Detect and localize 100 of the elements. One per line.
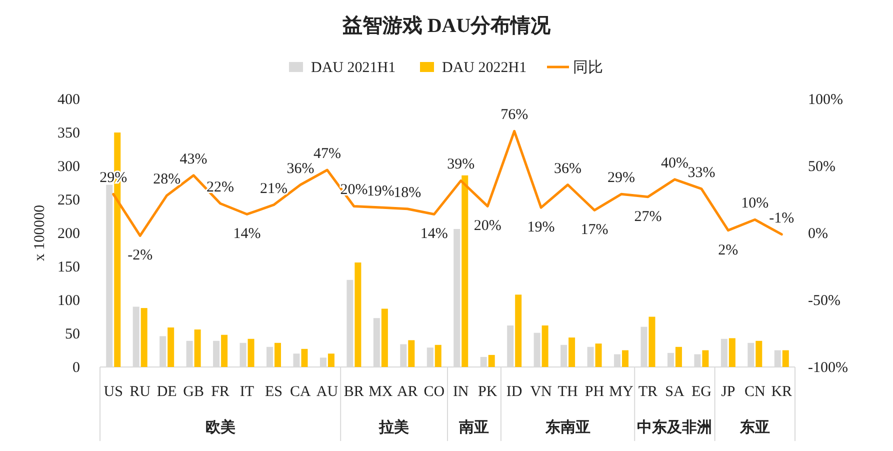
x-tick-label: JP — [721, 384, 736, 400]
x-tick-label: US — [104, 384, 123, 400]
data-label: 36% — [554, 160, 582, 177]
x-tick-label: MX — [368, 384, 393, 400]
data-label: 21% — [260, 180, 288, 197]
y-tick-label: 300 — [58, 159, 80, 175]
x-tick-label: ES — [264, 384, 283, 400]
bar — [595, 344, 602, 367]
data-label: 33% — [688, 164, 716, 181]
y-tick-label: 0 — [72, 360, 80, 376]
data-label: 36% — [286, 160, 314, 177]
bar — [756, 340, 762, 367]
bar — [728, 338, 736, 367]
data-label: 14% — [233, 226, 261, 242]
bar — [408, 340, 415, 367]
bar — [782, 350, 789, 367]
text: 东南亚 — [544, 418, 590, 436]
x-tick-label: EG — [691, 384, 712, 400]
x-tick-label: IN — [452, 384, 469, 400]
x-tick-label: PK — [478, 384, 498, 400]
x-tick-label: FR — [211, 384, 230, 400]
data-label: 76% — [500, 107, 528, 124]
data-label: 10% — [741, 196, 769, 212]
bar — [702, 350, 709, 367]
bar — [140, 308, 148, 367]
bar — [622, 350, 628, 367]
x-tick-label: CA — [290, 384, 312, 400]
data-label: 22% — [206, 180, 234, 196]
bar — [434, 344, 442, 367]
data-label: 29% — [608, 170, 635, 186]
bar — [542, 325, 548, 367]
y-tick-label: 150 — [58, 260, 80, 276]
x-tick-label: ID — [506, 384, 522, 400]
text: 东亚 — [738, 418, 770, 436]
data-label: 40% — [660, 155, 688, 172]
data-label: 20% — [474, 218, 502, 234]
bar — [328, 354, 334, 367]
data-label: 47% — [313, 146, 341, 162]
y-tick-label: 100 — [58, 293, 80, 309]
bar — [515, 294, 522, 367]
y2-tick-label: 0% — [808, 226, 828, 242]
x-tick-label: DE — [156, 384, 177, 400]
text: 中东及非洲 — [637, 418, 712, 436]
data-label: 43% — [180, 151, 208, 168]
y-tick-label: 50 — [65, 326, 80, 342]
y-tick-label: 250 — [58, 192, 80, 208]
bar — [462, 175, 468, 367]
text: 拉美 — [378, 418, 410, 436]
x-tick-label: KR — [771, 384, 792, 400]
x-tick-label: CN — [744, 384, 766, 400]
x-tick-label: IT — [240, 384, 254, 400]
x-tick-label: RU — [130, 384, 151, 400]
data-label: -2% — [128, 248, 153, 264]
y-axis-title: x 100000 — [32, 204, 48, 262]
data-label: 27% — [634, 208, 662, 225]
x-tick-label: MY — [609, 384, 634, 400]
data-label: 39% — [447, 156, 475, 173]
bar — [274, 342, 281, 367]
x-tick-label: GB — [183, 384, 204, 400]
x-tick-label: AR — [396, 384, 418, 400]
y-tick-label: 400 — [58, 92, 80, 108]
x-tick-label: TR — [638, 384, 658, 400]
legend-label: DAU 2021H1 — [311, 60, 396, 76]
y-tick-label: 350 — [58, 126, 80, 142]
data-label: 18% — [394, 184, 422, 201]
chart-title: 益智游戏 DAU分布情况 — [341, 15, 552, 37]
y2-tick-label: -50% — [808, 293, 840, 309]
data-label: -1% — [769, 210, 794, 226]
text: 欧美 — [205, 418, 236, 436]
x-tick-label: TH — [558, 384, 578, 400]
x-tick-label: VN — [530, 384, 552, 400]
data-label: 19% — [366, 184, 394, 200]
x-tick-label: SA — [665, 384, 684, 400]
data-label: 19% — [527, 220, 555, 236]
data-label: 17% — [580, 222, 608, 238]
y2-tick-label: 50% — [808, 159, 836, 175]
x-tick-label: CO — [424, 384, 445, 400]
bar — [221, 334, 228, 367]
data-label: 2% — [718, 242, 738, 258]
legend-label: DAU 2022H1 — [442, 60, 527, 76]
bar — [381, 308, 388, 367]
bar — [168, 327, 174, 367]
y2-tick-label: 100% — [808, 92, 843, 108]
x-tick-label: PH — [584, 384, 604, 400]
bar — [488, 354, 495, 367]
y-tick-label: 200 — [58, 226, 80, 242]
y2-tick-label: -100% — [808, 360, 848, 376]
bar — [675, 346, 682, 367]
bar — [648, 316, 656, 367]
legend-label: 同比 — [573, 59, 603, 76]
x-tick-label: AU — [316, 384, 338, 400]
text: 南亚 — [458, 419, 490, 436]
data-label: 14% — [420, 226, 448, 242]
bar — [568, 338, 576, 367]
x-tick-label: BR — [344, 384, 364, 400]
data-label: 28% — [153, 171, 181, 188]
bar — [354, 262, 362, 367]
bar — [301, 348, 308, 367]
bar — [194, 329, 201, 367]
bar — [248, 338, 254, 367]
